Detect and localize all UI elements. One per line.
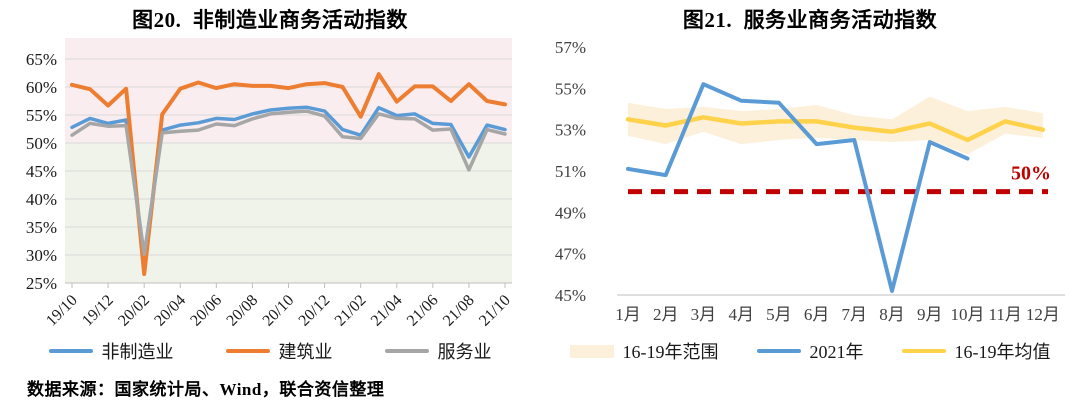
legend-item: 非制造业	[48, 338, 174, 364]
x-tick-label: 20/02	[115, 292, 153, 330]
figure-20: 图20. 非制造业商务活动指数 65% 60% 55% 50% 45% 40% 35% 30%…	[0, 8, 540, 399]
x-tick-label: 10月	[951, 305, 985, 324]
y-tick-label: 57%	[555, 38, 586, 57]
chart-20-title: 图20. 非制造业商务活动指数	[132, 8, 408, 32]
y-tick-label: 30%	[26, 246, 57, 265]
x-tick-label: 11月	[989, 305, 1022, 324]
x-tick-label: 2月	[653, 305, 679, 324]
series-line-1	[626, 82, 970, 293]
x-tick-label: 20/08	[223, 292, 261, 330]
x-tick-label: 6月	[804, 305, 830, 324]
chart-21-title: 图21. 服务业商务活动指数	[682, 8, 938, 32]
y-tick-label: 40%	[26, 190, 57, 209]
chart-21-legend: 16-19年范围 2021年 16-19年均值	[540, 338, 1080, 364]
legend-label: 服务业	[437, 342, 492, 362]
legend-item: 16-19年范围	[569, 338, 719, 364]
chart-20-legend: 非制造业 建筑业 服务业	[0, 338, 540, 364]
legend-swatch-band	[569, 344, 614, 358]
legend-label: 16-19年范围	[622, 342, 719, 362]
y-tick-label: 51%	[555, 162, 586, 181]
legend-item: 16-19年均值	[901, 338, 1051, 364]
legend-swatch-line	[384, 349, 429, 353]
y-tick-label: 55%	[555, 79, 586, 98]
series-line-2	[70, 109, 507, 257]
figure-21: 图21. 服务业商务活动指数 57% 55% 53% 51% 49% 47% 45% 1月 2月…	[540, 0, 1080, 405]
chart-21-plot: 57% 55% 53% 51% 49% 47% 45% 1月 2月 3月 4月 5月 6月 7月 8月 9月 1…	[555, 38, 1065, 324]
legend-label: 2021年	[809, 342, 864, 362]
legend-item: 服务业	[384, 338, 492, 364]
legend-swatch-line	[756, 349, 801, 353]
y-tick-label: 55%	[26, 106, 57, 125]
source-note: 数据来源：国家统计局、Wind，联合资信整理	[27, 380, 385, 399]
legend-label: 建筑业	[278, 342, 333, 362]
x-tick-label: 12月	[1026, 305, 1060, 324]
x-tick-label: 9月	[917, 305, 943, 324]
x-tick-label: 20/06	[187, 292, 225, 330]
y-tick-label: 25%	[26, 274, 57, 293]
series-line-1	[70, 72, 507, 276]
x-tick-label: 21/06	[404, 292, 442, 330]
bg-band-above-50-expansion	[65, 38, 512, 143]
y-tick-label: 45%	[555, 286, 586, 305]
y-tick-label: 45%	[26, 162, 57, 181]
x-tick-label: 19/10	[43, 292, 81, 330]
y-tick-label: 35%	[26, 218, 57, 237]
x-tick-label: 7月	[842, 305, 868, 324]
x-tick-label: 3月	[691, 305, 717, 324]
x-tick-label: 20/10	[260, 292, 298, 330]
x-tick-label: 21/10	[476, 292, 514, 330]
x-tick-label: 19/12	[79, 292, 117, 330]
x-tick-label: 21/04	[368, 292, 406, 330]
y-tick-label: 60%	[26, 78, 57, 97]
y-tick-label: 50%	[26, 134, 57, 153]
legend-label: 非制造业	[101, 342, 174, 362]
y-tick-label: 49%	[555, 203, 586, 222]
chart-20-plot: 65%60%55%50%45%40%35%30%25%19/1019/1220/…	[26, 38, 514, 330]
x-tick-label: 5月	[766, 305, 792, 324]
x-tick-label: 20/12	[296, 292, 334, 330]
x-tick-label: 4月	[728, 305, 754, 324]
x-tick-label: 8月	[879, 305, 905, 324]
series-line-2	[625, 115, 1046, 143]
legend-swatch-line	[901, 349, 946, 353]
x-tick-label: 21/02	[332, 292, 370, 330]
x-tick-label: 20/04	[151, 292, 189, 330]
legend-item: 2021年	[756, 338, 864, 364]
legend-item: 建筑业	[225, 338, 333, 364]
legend-swatch-line	[48, 349, 93, 353]
legend-label: 16-19年均值	[954, 342, 1051, 362]
reference-line-label: 50%	[1011, 163, 1051, 185]
y-tick-label: 53%	[555, 121, 586, 140]
legend-swatch-line	[225, 349, 270, 353]
y-tick-label: 47%	[555, 245, 586, 264]
y-tick-label: 65%	[26, 50, 57, 69]
x-tick-label: 21/08	[440, 292, 478, 330]
x-tick-label: 1月	[615, 305, 641, 324]
